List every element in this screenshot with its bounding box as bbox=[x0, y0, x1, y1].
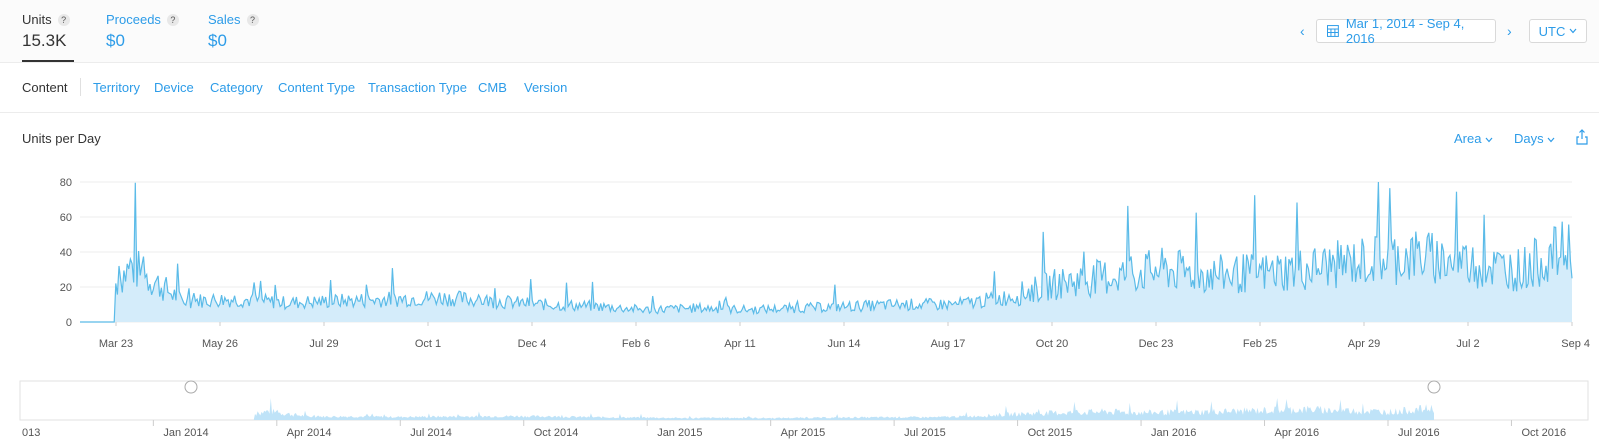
date-range-picker[interactable]: Mar 1, 2014 - Sep 4, 2016 bbox=[1316, 16, 1496, 46]
y-tick-label: 20 bbox=[60, 282, 72, 294]
x-tick-label: Jun 14 bbox=[827, 338, 860, 350]
metric-sales[interactable]: Sales? $0 bbox=[208, 12, 259, 51]
x-axis-ticks: Mar 23 May 26 Jul 29 Oct 1 Dec 4 Feb 6 Apr 11 J… bbox=[99, 322, 1590, 350]
y-tick-label: 60 bbox=[60, 212, 72, 224]
tab-content-type[interactable]: Content Type bbox=[278, 80, 356, 95]
x-tick-label: Apr 29 bbox=[1348, 338, 1380, 350]
metric-sales-label: Sales bbox=[208, 12, 241, 27]
help-icon[interactable]: ? bbox=[57, 13, 70, 26]
help-icon[interactable]: ? bbox=[246, 13, 259, 26]
x-tick-label: Apr 11 bbox=[724, 338, 756, 350]
previous-range-arrow[interactable]: ‹ bbox=[1300, 23, 1305, 39]
interval-dropdown[interactable]: Days bbox=[1514, 131, 1555, 146]
share-icon[interactable] bbox=[1576, 129, 1588, 145]
range-handle-end[interactable] bbox=[1427, 380, 1441, 394]
x-tick-label: Oct 20 bbox=[1036, 338, 1068, 350]
metric-units-label: Units bbox=[22, 12, 52, 27]
x-tick-label: Feb 6 bbox=[622, 338, 650, 350]
y-axis-ticks: 0 20 40 60 80 bbox=[60, 177, 72, 329]
chart-title: Units per Day bbox=[22, 131, 101, 146]
calendar-icon bbox=[1327, 25, 1339, 37]
next-range-arrow[interactable]: › bbox=[1507, 23, 1512, 39]
x-tick-label: Sep 4 bbox=[1561, 338, 1590, 350]
chevron-down-icon bbox=[1547, 137, 1555, 143]
help-icon[interactable]: ? bbox=[166, 13, 179, 26]
overview-tick-label: Jan 2015 bbox=[657, 427, 702, 439]
chevron-down-icon bbox=[1569, 28, 1577, 34]
x-tick-label: Jul 29 bbox=[309, 338, 338, 350]
metric-units-value: 15.3K bbox=[22, 31, 67, 50]
tab-cmb[interactable]: CMB bbox=[478, 80, 507, 95]
tab-divider bbox=[80, 78, 81, 96]
range-handle-start[interactable] bbox=[184, 380, 198, 394]
y-tick-label: 80 bbox=[60, 177, 72, 189]
chart-type-dropdown[interactable]: Area bbox=[1454, 131, 1493, 146]
tab-device[interactable]: Device bbox=[154, 80, 194, 95]
x-tick-label: Aug 17 bbox=[931, 338, 966, 350]
x-tick-label: Dec 23 bbox=[1139, 338, 1174, 350]
x-tick-label: Dec 4 bbox=[518, 338, 547, 350]
dimension-tabs: Content Territory Device Category Conten… bbox=[0, 62, 1599, 113]
overview-tick-label: Jan 2016 bbox=[1151, 427, 1196, 439]
overview-tick-label: Jul 2015 bbox=[904, 427, 946, 439]
overview-tick-label: Jul 2014 bbox=[410, 427, 452, 439]
overview-tick-label: Jul 2016 bbox=[1398, 427, 1440, 439]
overview-area bbox=[226, 398, 1434, 420]
overview-tick-label: Oct 2014 bbox=[534, 427, 579, 439]
tab-category[interactable]: Category bbox=[210, 80, 263, 95]
units-area-chart[interactable]: 0 20 40 60 80 Mar 23 May 26 Jul 29 Oct 1 Dec 4 Fe… bbox=[0, 160, 1599, 360]
overview-tick-label: Apr 2016 bbox=[1275, 427, 1320, 439]
overview-navigator[interactable]: 013 Jan 2014 Apr 2014 Jul 2014 Oct 2014 Jan 2… bbox=[0, 380, 1599, 446]
interval-label: Days bbox=[1514, 131, 1544, 146]
metric-sales-value: $0 bbox=[208, 31, 227, 50]
overview-tick-label: Oct 2016 bbox=[1521, 427, 1566, 439]
date-range-label: Mar 1, 2014 - Sep 4, 2016 bbox=[1345, 16, 1465, 46]
metric-proceeds-label: Proceeds bbox=[106, 12, 161, 27]
overview-ticks: 013 Jan 2014 Apr 2014 Jul 2014 Oct 2014 Jan 2… bbox=[22, 420, 1566, 439]
overview-tick-label: 013 bbox=[22, 427, 40, 439]
timezone-dropdown[interactable]: UTC bbox=[1529, 19, 1587, 43]
x-tick-label: May 26 bbox=[202, 338, 238, 350]
metric-proceeds-value: $0 bbox=[106, 31, 125, 50]
tab-version[interactable]: Version bbox=[524, 80, 568, 95]
tab-transaction-type[interactable]: Transaction Type bbox=[368, 80, 467, 95]
metric-proceeds[interactable]: Proceeds? $0 bbox=[106, 12, 179, 51]
chevron-down-icon bbox=[1485, 137, 1493, 143]
x-tick-label: Jul 2 bbox=[1456, 338, 1479, 350]
overview-tick-label: Oct 2015 bbox=[1028, 427, 1073, 439]
tab-content[interactable]: Content bbox=[22, 80, 68, 95]
x-tick-label: Feb 25 bbox=[1243, 338, 1277, 350]
timezone-label: UTC bbox=[1538, 23, 1566, 39]
overview-tick-label: Apr 2014 bbox=[287, 427, 332, 439]
metrics-bar: Units? 15.3K Proceeds? $0 Sales? $0 ‹ Ma… bbox=[0, 0, 1599, 63]
y-tick-label: 0 bbox=[66, 317, 72, 329]
x-tick-label: Oct 1 bbox=[415, 338, 441, 350]
x-tick-label: Mar 23 bbox=[99, 338, 133, 350]
chart-type-label: Area bbox=[1454, 131, 1482, 146]
active-metric-underline bbox=[22, 60, 74, 62]
y-tick-label: 40 bbox=[60, 247, 72, 259]
overview-tick-label: Jan 2014 bbox=[163, 427, 208, 439]
units-line bbox=[80, 181, 1573, 323]
metric-units[interactable]: Units? 15.3K bbox=[22, 12, 70, 51]
overview-tick-label: Apr 2015 bbox=[781, 427, 826, 439]
tab-territory[interactable]: Territory bbox=[93, 80, 140, 95]
